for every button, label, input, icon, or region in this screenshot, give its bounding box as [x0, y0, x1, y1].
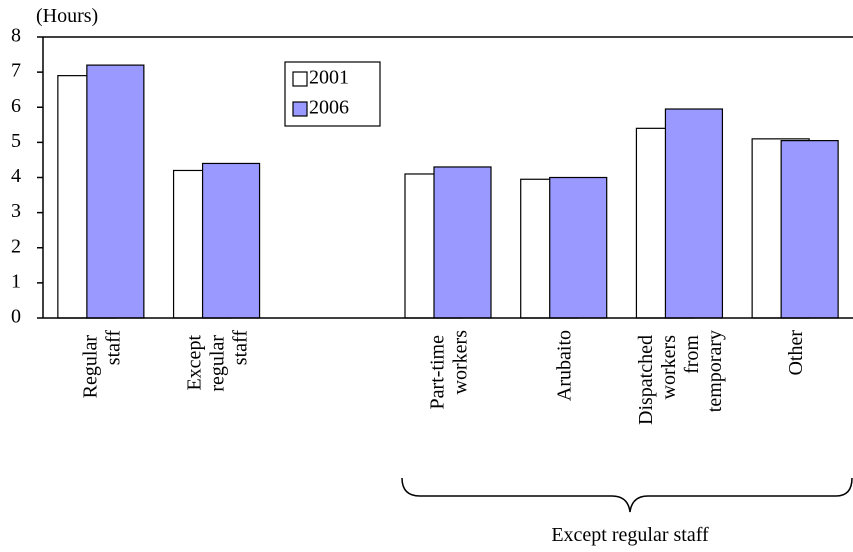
y-tick-label: 8 [11, 25, 21, 47]
x-tick-label: Regular staff [79, 330, 124, 399]
bar [86, 64, 145, 319]
legend-label: 2001 [309, 67, 349, 89]
annotation: Except regular staff [551, 524, 709, 546]
y-tick-label: 5 [11, 130, 21, 152]
y-tick-label: 4 [11, 165, 21, 187]
bar [780, 140, 839, 319]
y-tick-label: 6 [11, 95, 21, 117]
legend-label: 2006 [309, 97, 349, 119]
x-tick-label: Other [785, 330, 807, 376]
bar [201, 162, 261, 319]
y-tick-label: 3 [11, 200, 21, 222]
y-tick-label: 0 [11, 306, 21, 328]
bar [664, 108, 724, 319]
y-tick-label: 7 [11, 60, 21, 82]
bar [549, 176, 608, 319]
brace [401, 477, 853, 513]
y-axis-label: (Hours) [36, 5, 98, 27]
legend-swatch [292, 71, 308, 87]
y-tick-label: 2 [11, 235, 21, 257]
y-tick-label: 1 [11, 270, 21, 292]
x-tick-label: Except regular staff [184, 330, 252, 392]
x-tick-label: Dispatched workers from temporary [635, 330, 726, 425]
x-tick-label: Part-time workers [427, 330, 472, 410]
x-tick-label: Arubaito [554, 330, 576, 401]
bar [433, 166, 492, 319]
legend-swatch [292, 101, 308, 117]
